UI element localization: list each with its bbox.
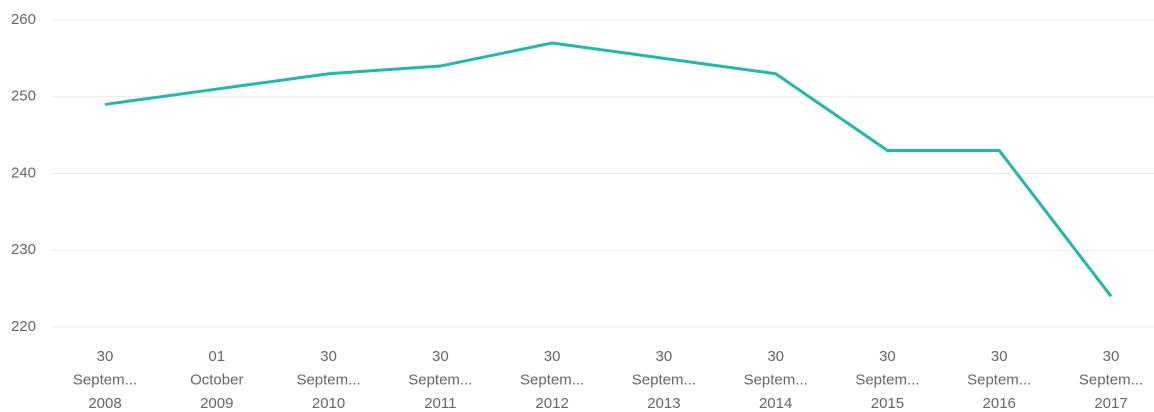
x-tick-label: 2016: [983, 395, 1016, 412]
x-tick-label: 30: [879, 348, 896, 365]
x-tick-label: 2011: [424, 395, 456, 412]
x-tick-label: Septem...: [73, 371, 137, 388]
x-tick-label: 2017: [1094, 395, 1127, 412]
x-tick-label: 30: [991, 348, 1008, 365]
x-tick-label: 2014: [759, 395, 792, 412]
x-tick-label: 01: [208, 348, 225, 365]
x-tick-label: Septem...: [855, 371, 919, 388]
x-tick-label: 30: [544, 348, 561, 365]
x-tick-label: Septem...: [520, 371, 584, 388]
x-tick-label: 30: [97, 348, 114, 365]
x-tick-label: Septem...: [744, 371, 808, 388]
x-tick-label: 2008: [88, 395, 121, 412]
x-tick-label: 2015: [871, 395, 904, 412]
y-tick-label: 240: [11, 164, 36, 181]
x-tick-label: 30: [320, 348, 337, 365]
x-tick-label: 30: [432, 348, 449, 365]
y-tick-label: 250: [11, 88, 36, 105]
line: [104, 41, 1113, 298]
x-tick-label: 30: [1103, 348, 1120, 365]
x-tick-label: Septem...: [296, 371, 360, 388]
y-tick-label: 220: [11, 318, 36, 335]
x-tick-label: 2013: [647, 395, 680, 412]
x-tick-label: Septem...: [408, 371, 472, 388]
x-tick-label: Septem...: [1079, 371, 1143, 388]
x-tick-label: October: [190, 371, 243, 388]
y-tick-label: 230: [11, 241, 36, 258]
y-tick-label: 260: [11, 11, 36, 28]
x-tick-label: 30: [656, 348, 673, 365]
x-tick-label: 2010: [312, 395, 345, 412]
x-tick-label: Septem...: [632, 371, 696, 388]
x-tick-label: 2009: [200, 395, 233, 412]
x-tick-label: 2012: [535, 395, 568, 412]
x-tick-label: Septem...: [967, 371, 1031, 388]
x-tick-label: 30: [767, 348, 784, 365]
